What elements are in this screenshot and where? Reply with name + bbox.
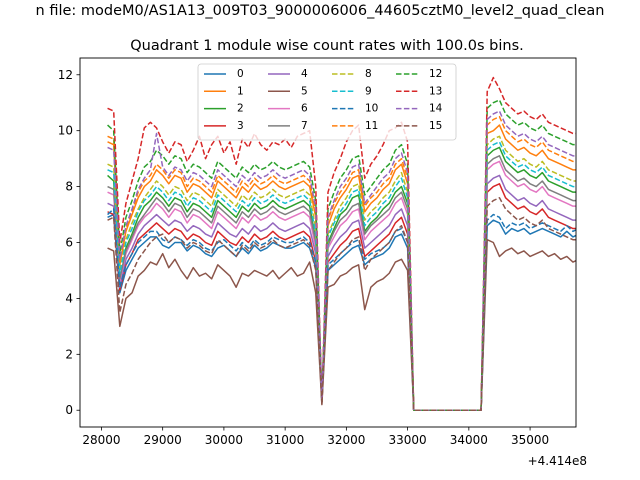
series-line-9 (107, 141, 576, 411)
y-tick-label: 6 (65, 236, 73, 250)
y-tick-label: 2 (65, 347, 73, 361)
legend-label-13: 13 (429, 85, 442, 97)
series-line-0 (107, 213, 576, 411)
legend-label-1: 1 (237, 85, 244, 97)
series-line-15 (107, 197, 576, 411)
legend-label-12: 12 (429, 68, 442, 80)
legend-label-4: 4 (301, 68, 308, 80)
y-tick-label: 10 (58, 124, 73, 138)
series-layer (107, 76, 576, 411)
legend-label-2: 2 (237, 103, 244, 115)
x-tick-label: 31000 (266, 433, 304, 447)
y-tick-label: 0 (65, 403, 73, 417)
legend-label-0: 0 (237, 68, 244, 80)
x-tick-label: 35000 (511, 433, 549, 447)
chart-title: Quadrant 1 module wise count rates with … (130, 38, 524, 54)
legend-label-8: 8 (365, 68, 372, 80)
legend-label-3: 3 (237, 120, 244, 132)
y-axis: 0 2 4 6 8 10 12 (58, 68, 80, 417)
series-line-3 (107, 183, 576, 411)
y-tick-label: 12 (58, 68, 73, 82)
series-line-11 (107, 115, 576, 411)
x-tick-label: 34000 (450, 433, 488, 447)
legend-label-11: 11 (365, 120, 378, 132)
figure-suptitle: n file: modeM0/AS1A13_009T03_9000006006_… (36, 3, 605, 19)
x-offset-label: +4.414e8 (528, 454, 587, 468)
x-tick-label: 29000 (144, 433, 182, 447)
legend-box (197, 63, 457, 141)
x-tick-label: 30000 (205, 433, 243, 447)
series-line-10 (107, 208, 576, 411)
legend-label-6: 6 (301, 103, 308, 115)
x-tick-label: 33000 (389, 433, 427, 447)
legend-label-10: 10 (365, 103, 378, 115)
legend-label-15: 15 (429, 120, 442, 132)
series-line-8 (107, 135, 576, 411)
legend-label-14: 14 (429, 103, 443, 115)
series-line-14 (107, 110, 576, 411)
series-line-1 (107, 124, 576, 411)
legend-label-9: 9 (365, 85, 372, 97)
y-tick-label: 4 (65, 291, 73, 305)
legend-label-7: 7 (301, 120, 308, 132)
series-line-4 (107, 174, 576, 411)
legend-label-5: 5 (301, 85, 308, 97)
series-line-2 (107, 146, 576, 411)
x-tick-label: 28000 (82, 433, 120, 447)
x-axis: 28000 29000 30000 31000 32000 33000 34000 35000 (82, 427, 549, 447)
series-line-6 (107, 160, 576, 411)
series-line-5 (107, 238, 576, 411)
series-line-12 (107, 99, 576, 411)
y-tick-label: 8 (65, 180, 73, 194)
series-line-7 (107, 155, 576, 411)
x-tick-label: 32000 (327, 433, 365, 447)
